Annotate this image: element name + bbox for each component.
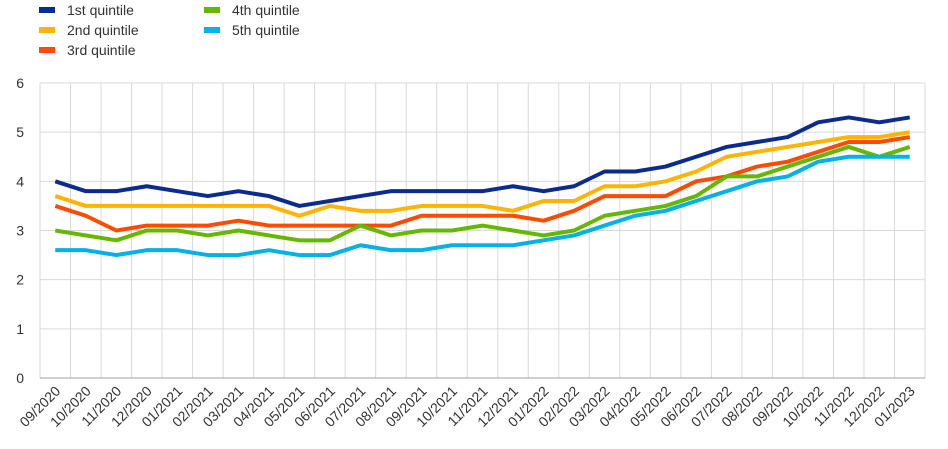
- legend-item-3rd-quintile: 3rd quintile: [0, 40, 136, 60]
- legend-swatch-5th-quintile: [204, 27, 220, 33]
- legend-label-3rd-quintile: 3rd quintile: [67, 42, 136, 58]
- legend-item-1st-quintile: 1st quintile: [0, 0, 134, 20]
- legend-label-5th-quintile: 5th quintile: [232, 22, 300, 38]
- x-axis-tick-labels: 09/202010/202011/202012/202001/202102/20…: [16, 383, 918, 430]
- series-line-3rd-quintile: [54, 135, 911, 233]
- y-tick-label-4: 4: [16, 173, 24, 189]
- y-tick-label-2: 2: [16, 272, 24, 288]
- y-tick-label-6: 6: [16, 75, 24, 91]
- y-tick-label-1: 1: [16, 321, 24, 337]
- series-line-4th-quintile: [54, 144, 911, 243]
- chart-legend: 1st quintile 2nd quintile 3rd quintile 4…: [0, 0, 420, 60]
- y-tick-label-3: 3: [16, 223, 24, 239]
- legend-item-5th-quintile: 5th quintile: [165, 20, 300, 40]
- series-line-1st-quintile: [54, 115, 911, 208]
- legend-swatch-3rd-quintile: [39, 47, 55, 53]
- legend-swatch-1st-quintile: [39, 7, 55, 13]
- chart-series-lines: [54, 115, 911, 258]
- chart-grid: [39, 82, 926, 378]
- legend-label-1st-quintile: 1st quintile: [67, 2, 134, 18]
- legend-swatch-2nd-quintile: [39, 27, 55, 33]
- legend-item-2nd-quintile: 2nd quintile: [0, 20, 139, 40]
- series-line-5th-quintile: [55, 154, 910, 258]
- legend-label-2nd-quintile: 2nd quintile: [67, 22, 139, 38]
- legend-label-4th-quintile: 4th quintile: [232, 2, 300, 18]
- y-tick-label-0: 0: [16, 370, 24, 386]
- series-line-2nd-quintile: [54, 130, 911, 218]
- legend-item-4th-quintile: 4th quintile: [165, 0, 300, 20]
- y-tick-label-5: 5: [16, 124, 24, 140]
- y-axis-tick-labels: 0 1 2 3 4 5 6: [16, 75, 24, 386]
- legend-swatch-4th-quintile: [204, 7, 220, 13]
